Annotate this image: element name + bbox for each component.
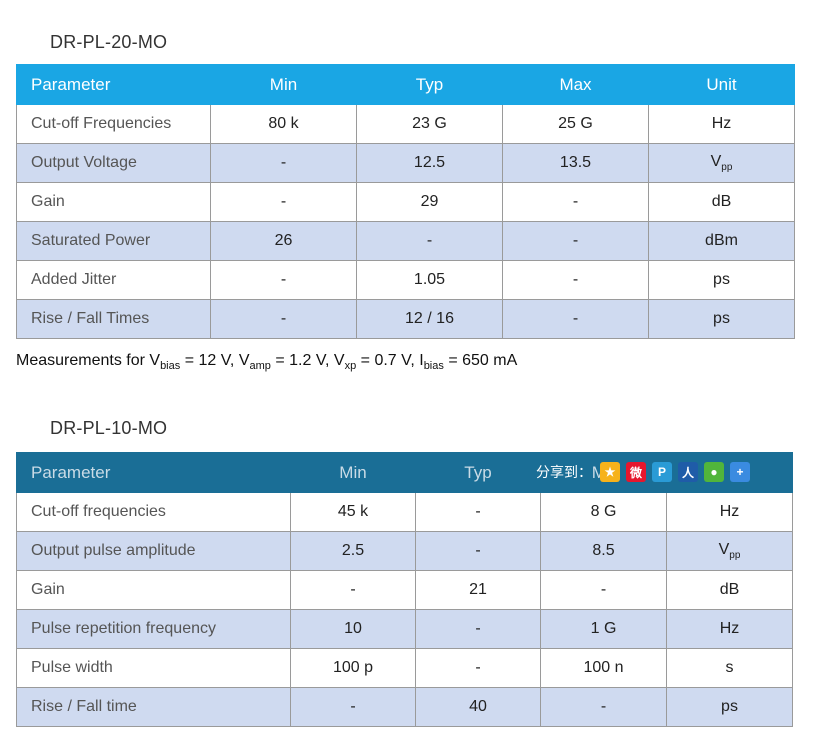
cell-max: 100 n <box>540 648 667 688</box>
table-row: Pulse width 100 p - 100 n s <box>16 648 793 688</box>
cell-max: - <box>502 221 649 261</box>
table2-title: DR-PL-10-MO <box>50 418 168 438</box>
cell-unit: Vpp <box>648 143 795 183</box>
cell-min: 45 k <box>290 492 416 532</box>
renren-icon[interactable]: 人 <box>678 462 698 482</box>
cell-min: - <box>290 687 416 727</box>
cell-min: - <box>290 570 416 610</box>
cell-max: 13.5 <box>502 143 649 183</box>
cell-min: 26 <box>210 221 357 261</box>
cell-typ: 40 <box>415 687 541 727</box>
table-row: Output Voltage - 12.5 13.5 Vpp <box>16 143 795 183</box>
measurement-note: Measurements for Vbias = 12 V, Vamp = 1.… <box>16 352 518 372</box>
unit-subscript: pp <box>721 162 733 173</box>
header-parameter: Parameter <box>16 452 291 493</box>
table-row: Output pulse amplitude 2.5 - 8.5 Vpp <box>16 531 793 571</box>
cell-max: 8 G <box>540 492 667 532</box>
cell-min: - <box>210 182 357 222</box>
weibo-icon[interactable]: 微 <box>626 462 646 482</box>
cell-max: - <box>540 570 667 610</box>
cell-unit: dBm <box>648 221 795 261</box>
table-row: Rise / Fall time - 40 - ps <box>16 687 793 727</box>
cell-max: - <box>502 260 649 300</box>
cell-parameter: Gain <box>16 182 211 222</box>
more-icon[interactable]: + <box>730 462 750 482</box>
cell-max: 1 G <box>540 609 667 649</box>
table-row: Gain - 21 - dB <box>16 570 793 610</box>
cell-typ: 12 / 16 <box>356 299 503 339</box>
cell-typ: 23 G <box>356 104 503 144</box>
cell-parameter: Output pulse amplitude <box>16 531 291 571</box>
specs-table-dr-pl-10-mo: Parameter Min Typ Ma Cut-off frequencies… <box>16 452 793 727</box>
table-row: Pulse repetition frequency 10 - 1 G Hz <box>16 609 793 649</box>
cell-unit: Hz <box>648 104 795 144</box>
share-label: 分享到： <box>536 464 592 480</box>
specs-table-dr-pl-20-mo: Parameter Min Typ Max Unit Cut-off Frequ… <box>16 64 795 339</box>
cell-parameter: Cut-off frequencies <box>16 492 291 532</box>
cell-typ: - <box>415 609 541 649</box>
table-header-row: Parameter Min Typ Max Unit <box>16 64 795 105</box>
cell-unit: Vpp <box>666 531 793 571</box>
cell-parameter: Saturated Power <box>16 221 211 261</box>
cell-parameter: Gain <box>16 570 291 610</box>
cell-unit: ps <box>648 299 795 339</box>
cell-min: 100 p <box>290 648 416 688</box>
cell-parameter: Pulse width <box>16 648 291 688</box>
cell-parameter: Added Jitter <box>16 260 211 300</box>
cell-unit: Hz <box>666 492 793 532</box>
header-typ: Typ <box>356 64 503 105</box>
share-toolbar: 分享到： ★ 微 P 人 ● + <box>536 460 750 484</box>
cell-max: 25 G <box>502 104 649 144</box>
cell-unit: Hz <box>666 609 793 649</box>
table-header-row: Parameter Min Typ Ma <box>16 452 793 493</box>
cell-min: 10 <box>290 609 416 649</box>
qzone-icon[interactable]: ★ <box>600 462 620 482</box>
cell-min: 2.5 <box>290 531 416 571</box>
table-row: Rise / Fall Times - 12 / 16 - ps <box>16 299 795 339</box>
cell-typ: 1.05 <box>356 260 503 300</box>
table-row: Added Jitter - 1.05 - ps <box>16 260 795 300</box>
header-typ: Typ <box>415 452 541 493</box>
tencent-weibo-icon[interactable]: P <box>652 462 672 482</box>
cell-min: 80 k <box>210 104 357 144</box>
cell-unit: ps <box>648 260 795 300</box>
cell-unit: ps <box>666 687 793 727</box>
cell-max: 8.5 <box>540 531 667 571</box>
wechat-icon[interactable]: ● <box>704 462 724 482</box>
unit-text: V <box>710 153 722 170</box>
table-row: Cut-off frequencies 45 k - 8 G Hz <box>16 492 793 532</box>
unit-subscript: pp <box>729 550 741 561</box>
cell-unit: dB <box>666 570 793 610</box>
cell-max: - <box>502 299 649 339</box>
header-min: Min <box>210 64 357 105</box>
table1-title: DR-PL-20-MO <box>50 32 168 52</box>
table-row: Saturated Power 26 - - dBm <box>16 221 795 261</box>
table-row: Cut-off Frequencies 80 k 23 G 25 G Hz <box>16 104 795 144</box>
cell-typ: 29 <box>356 182 503 222</box>
cell-unit: dB <box>648 182 795 222</box>
cell-parameter: Rise / Fall time <box>16 687 291 727</box>
cell-typ: 21 <box>415 570 541 610</box>
header-min: Min <box>290 452 416 493</box>
cell-typ: 12.5 <box>356 143 503 183</box>
cell-typ: - <box>415 648 541 688</box>
cell-parameter: Pulse repetition frequency <box>16 609 291 649</box>
header-parameter: Parameter <box>16 64 211 105</box>
cell-max: - <box>502 182 649 222</box>
cell-max: - <box>540 687 667 727</box>
cell-unit: s <box>666 648 793 688</box>
cell-min: - <box>210 260 357 300</box>
cell-parameter: Output Voltage <box>16 143 211 183</box>
cell-typ: - <box>415 492 541 532</box>
cell-typ: - <box>356 221 503 261</box>
header-unit: Unit <box>648 64 795 105</box>
cell-typ: - <box>415 531 541 571</box>
table-row: Gain - 29 - dB <box>16 182 795 222</box>
unit-text: V <box>718 541 730 558</box>
cell-min: - <box>210 299 357 339</box>
cell-parameter: Rise / Fall Times <box>16 299 211 339</box>
header-max: Max <box>502 64 649 105</box>
cell-min: - <box>210 143 357 183</box>
cell-parameter: Cut-off Frequencies <box>16 104 211 144</box>
